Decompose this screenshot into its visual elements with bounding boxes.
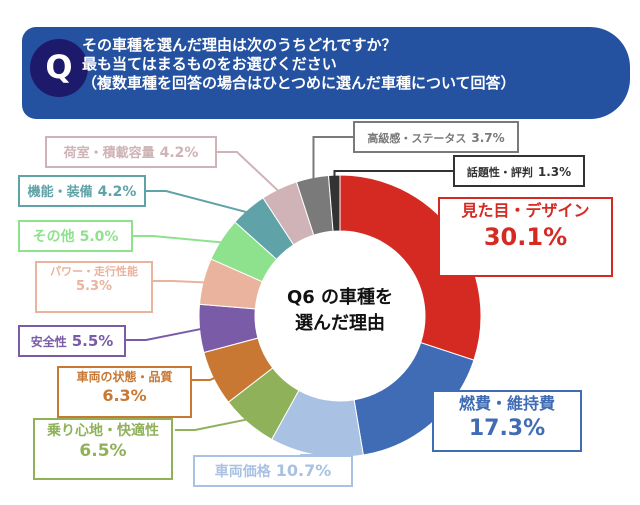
value-label: 4.2% <box>97 184 137 200</box>
center-label-line: Q6 の車種を <box>286 287 394 308</box>
leader-line <box>133 235 227 244</box>
leader-line <box>146 190 253 215</box>
value-label: 17.3% <box>468 415 546 441</box>
category-name: 高級感・ステータス <box>367 132 467 145</box>
category-name: その他 <box>32 229 75 245</box>
leader-line <box>190 374 220 381</box>
category-name: 燃費・維持費 <box>458 394 555 413</box>
value-label: 1.3% <box>537 165 572 179</box>
value-label: 4.2% <box>159 145 199 161</box>
value-label: 10.7% <box>275 461 332 480</box>
leader-line <box>153 280 210 284</box>
leader-line <box>175 417 253 431</box>
slice-label: 車両価格 10.7% <box>193 455 353 487</box>
slice-11 <box>327 174 341 232</box>
value-label: 6.3% <box>102 385 147 405</box>
slice-label: パワー・走行性能 5.3% <box>35 261 153 313</box>
leader-line <box>217 151 283 195</box>
question-banner: Q <box>22 27 630 119</box>
slice-label: 車両の状態・品質 6.3% <box>57 366 192 418</box>
slice-label: 話題性・評判 1.3% <box>453 155 585 187</box>
leader-line <box>126 327 206 341</box>
center-label-line: 選んだ理由 <box>295 313 385 334</box>
slice-label: 見た目・デザイン 30.1% <box>438 197 613 277</box>
slice-label: 安全性 5.5% <box>18 325 126 357</box>
value-label: 5.3% <box>75 279 113 295</box>
slice-label: 機能・装備 4.2% <box>18 175 146 207</box>
question-text: その車種を選んだ理由は次のうちどれですか？ 最も当てはまるものをお選びください … <box>82 36 516 93</box>
value-label: 6.5% <box>79 441 127 462</box>
category-name: 安全性 <box>30 335 67 349</box>
value-label: 5.5% <box>71 332 114 350</box>
leader-line <box>312 136 353 184</box>
category-name: 機能・装備 <box>27 185 93 200</box>
category-name: 乗り心地・快適性 <box>47 423 159 439</box>
value-label: 3.7% <box>471 131 505 145</box>
category-name: 話題性・評判 <box>466 166 533 179</box>
slice-0 <box>339 174 482 361</box>
slice-label: 高級感・ステータス 3.7% <box>353 121 519 153</box>
leader-line <box>333 170 453 182</box>
category-name: 車両の状態・品質 <box>76 370 173 384</box>
slice-label: 燃費・維持費 17.3% <box>432 390 582 452</box>
question-line: （複数車種を回答の場合はひとつめに選んだ車種について回答） <box>82 74 516 92</box>
value-label: 5.0% <box>79 229 119 245</box>
center-label: Q6 の車種を 選んだ理由 <box>265 285 415 337</box>
slice-label: 乗り心地・快適性 6.5% <box>33 418 173 480</box>
question-line: その車種を選んだ理由は次のうちどれですか？ <box>82 36 397 54</box>
category-name: パワー・走行性能 <box>50 265 138 278</box>
value-label: 30.1% <box>483 222 568 251</box>
category-name: 荷室・積載容量 <box>63 146 155 161</box>
category-name: 見た目・デザイン <box>461 201 590 220</box>
q-badge: Q <box>30 39 88 97</box>
question-line: 最も当てはまるものをお選びください <box>82 55 337 73</box>
category-name: 車両価格 <box>214 464 271 480</box>
slice-label: 荷室・積載容量 4.2% <box>45 136 217 168</box>
slice-label: その他 5.0% <box>18 220 133 252</box>
